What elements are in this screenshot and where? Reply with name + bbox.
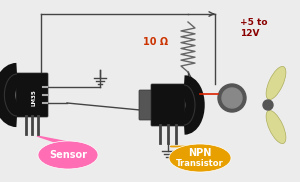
Text: Transistor: Transistor — [176, 159, 224, 169]
Text: LM35: LM35 — [32, 90, 37, 106]
FancyBboxPatch shape — [151, 84, 185, 126]
Ellipse shape — [38, 141, 98, 169]
Polygon shape — [37, 136, 73, 143]
FancyBboxPatch shape — [16, 73, 48, 117]
Circle shape — [222, 88, 242, 108]
FancyBboxPatch shape — [139, 90, 153, 120]
Circle shape — [218, 84, 246, 112]
Text: NPN: NPN — [188, 148, 212, 158]
Text: +5 to
12V: +5 to 12V — [240, 18, 268, 38]
Text: Sensor: Sensor — [49, 150, 87, 160]
Ellipse shape — [169, 144, 231, 172]
Ellipse shape — [266, 110, 286, 144]
Circle shape — [263, 100, 273, 110]
Text: 10 Ω: 10 Ω — [143, 37, 168, 47]
Ellipse shape — [266, 66, 286, 100]
